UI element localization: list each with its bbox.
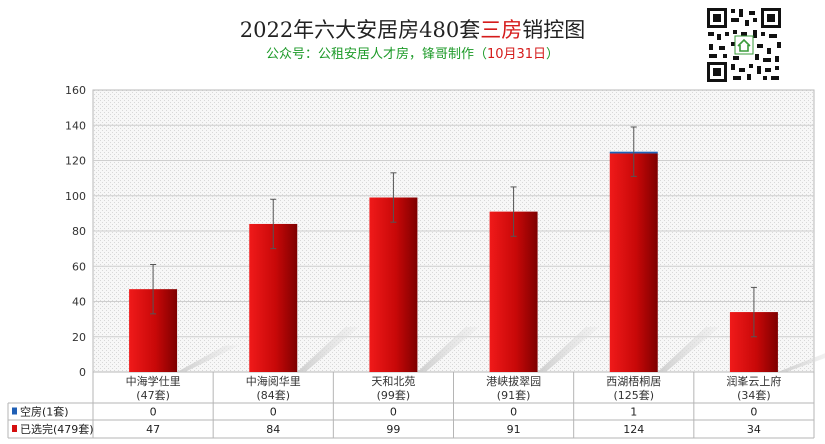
y-tick-label: 160	[65, 84, 86, 97]
y-tick-label: 60	[72, 260, 86, 273]
category-count-label: (125套)	[613, 389, 654, 402]
table-cell-value: 99	[386, 423, 400, 436]
legend-swatch	[12, 425, 17, 432]
category-count-label: (84套)	[256, 389, 290, 402]
table-cell-value: 0	[150, 406, 157, 419]
table-cell-value: 0	[390, 406, 397, 419]
chart-subtitle: 公众号：公租安居人才房，锋哥制作（10月31日）	[265, 47, 560, 62]
legend-swatch	[12, 407, 17, 415]
category-count-label: (99套)	[377, 389, 411, 402]
bar-shadow	[417, 327, 480, 372]
bar-sold	[369, 197, 418, 372]
y-tick-label: 20	[72, 331, 86, 344]
category-label: 中海阅华里	[246, 374, 301, 388]
y-tick-label: 40	[72, 296, 86, 309]
y-tick-label: 120	[65, 155, 86, 168]
data-table: 中海学仕里(47套) 中海阅华里(84套) 天和北苑(99套) 港峡拔翠园(91套) 西…	[7, 372, 815, 439]
legend-label: 已选完(479套)	[20, 422, 94, 436]
bar-sold	[489, 211, 538, 372]
bar-sold	[609, 153, 658, 372]
table-cell-value: 84	[266, 423, 280, 436]
y-tick-label: 140	[65, 119, 86, 132]
bar-shadows	[177, 327, 825, 372]
category-count-label: (47套)	[136, 389, 170, 402]
table-cell-value: 124	[623, 423, 644, 436]
table-cell-value: 47	[146, 423, 160, 436]
bar-shadow	[297, 327, 360, 372]
table-cell-value: 0	[510, 406, 517, 419]
table-cell-value: 91	[507, 423, 521, 436]
bar-shadow	[537, 327, 600, 372]
category-count-label: (34套)	[737, 389, 771, 402]
bars	[129, 151, 778, 372]
y-axis-ticks: 0 20 40 60 80 100 120 140 160	[65, 84, 86, 379]
category-label: 中海学仕里	[126, 374, 181, 388]
bar-shadow	[177, 345, 240, 372]
grid-lines	[93, 124, 814, 338]
category-label: 润峯云上府	[726, 374, 781, 388]
chart-title: 2022年六大安居房480套三房销控图	[239, 18, 586, 42]
table-cell-value: 0	[750, 406, 757, 419]
category-label: 西湖梧桐居	[606, 374, 661, 388]
y-tick-label: 100	[65, 190, 86, 203]
table-cell-value: 1	[630, 406, 637, 419]
qr-code-icon	[705, 6, 783, 84]
error-bars	[150, 126, 757, 338]
bar-shadow	[777, 353, 825, 372]
category-count-label: (91套)	[497, 389, 531, 402]
table-cell-value: 34	[747, 423, 761, 436]
category-label: 港峡拔翠园	[486, 374, 541, 388]
table-cell-value: 0	[270, 406, 277, 419]
y-tick-label: 0	[79, 366, 86, 379]
y-tick-label: 80	[72, 225, 86, 238]
bar-shadow	[657, 327, 720, 372]
category-label: 天和北苑	[371, 375, 415, 388]
legend-label: 空房(1套)	[20, 405, 69, 419]
